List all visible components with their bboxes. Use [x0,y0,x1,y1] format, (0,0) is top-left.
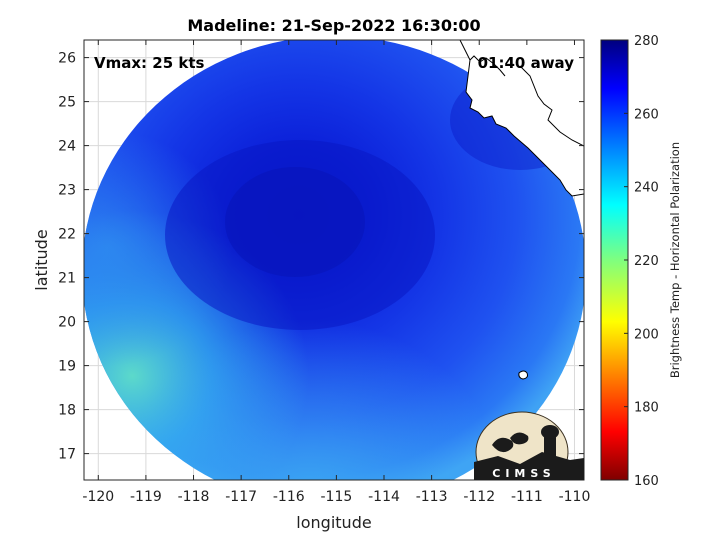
time-offset-annotation: 01:40 away [478,54,575,72]
x-axis-ticks: -120 -119 -118 -117 -116 -115 -114 -113 -112 -111… [82,40,590,505]
x-tick-label: -114 [368,489,400,505]
vmax-annotation: Vmax: 25 kts [94,54,204,72]
y-tick-label: 24 [58,139,76,155]
y-tick-label: 20 [58,315,76,331]
baja-coast-line [459,40,584,197]
y-tick-label: 21 [58,271,76,287]
storm-center-region [225,167,365,277]
x-tick-label: -112 [463,489,495,505]
colorbar-tick-label: 260 [634,107,659,122]
mainland-coast-line [519,65,584,147]
colorbar-tick-label: 180 [634,401,659,416]
y-axis-label: latitude [32,229,51,290]
logo-ground-silhouette [474,452,584,480]
logo-text: CIMSS [492,467,555,480]
baja-california-land [461,40,584,196]
x-tick-label: -118 [178,489,210,505]
island-outline [518,370,528,380]
x-tick-label: -120 [82,489,114,505]
coastline [459,40,584,380]
x-tick-label: -116 [273,489,305,505]
x-tick-label: -111 [511,489,543,505]
satellite-dish-icon [492,437,514,453]
x-axis-label: longitude [296,513,371,532]
colorbar-tick-label: 200 [634,327,659,342]
colorbar [600,39,629,481]
y-tick-label: 22 [58,227,76,243]
colorbar-label: Brightness Temp - Horizontal Polarizatio… [668,142,682,378]
y-tick-label: 25 [58,95,76,111]
y-tick-label: 17 [58,447,76,463]
colorbar-tick-label: 240 [634,181,659,196]
coast-detail-line [469,55,506,77]
y-tick-label: 23 [58,183,76,199]
x-tick-label: -117 [225,489,257,505]
chart-title: Madeline: 21-Sep-2022 16:30:00 [187,16,480,35]
colorbar-ticks: 160 180 200 220 240 260 280 [624,34,659,489]
satellite-dish-icon-2 [510,432,529,445]
colorbar-tick-label: 280 [634,34,659,49]
x-tick-label: -110 [559,489,591,505]
colorbar-tick-label: 220 [634,254,659,269]
water-tower-top-icon [541,425,559,439]
y-axis-ticks: 17 18 19 20 21 22 23 24 25 26 [58,51,584,463]
x-tick-label: -113 [416,489,448,505]
y-tick-label: 26 [58,51,76,67]
cimss-logo: CIMSS [474,411,584,480]
y-tick-label: 18 [58,403,76,419]
y-tick-label: 19 [58,359,76,375]
colorbar-tick-label: 160 [634,474,659,489]
brightness-temp-swath [84,40,584,480]
axes-border [83,39,585,481]
x-tick-label: -119 [130,489,162,505]
x-tick-label: -115 [320,489,352,505]
